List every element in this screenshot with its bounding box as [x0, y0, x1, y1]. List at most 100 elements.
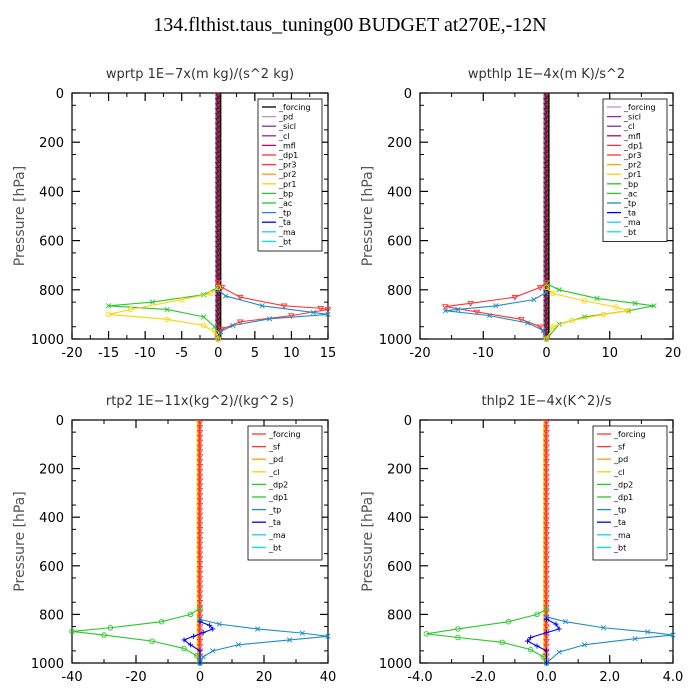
- data-marker: [543, 196, 550, 203]
- data-marker: [543, 103, 550, 109]
- data-marker: [543, 216, 550, 222]
- data-marker: [543, 585, 550, 592]
- legend-label: _tp: [623, 199, 636, 208]
- data-marker: [543, 240, 550, 247]
- data-marker: [196, 546, 204, 553]
- data-marker: [467, 301, 474, 307]
- data-marker: [543, 536, 550, 543]
- data-marker: [214, 186, 222, 193]
- y-tick-label: 400: [39, 511, 64, 526]
- legend-label: _dp1: [278, 151, 298, 160]
- data-marker: [543, 648, 550, 654]
- data-marker: [101, 632, 107, 638]
- data-marker: [196, 609, 204, 616]
- data-marker: [632, 300, 638, 306]
- data-marker: [196, 643, 204, 650]
- data-marker: [158, 618, 165, 625]
- data-marker: [214, 280, 222, 286]
- legend-label: _sf: [613, 443, 625, 452]
- legend-box: [602, 98, 668, 242]
- data-marker: [196, 473, 204, 480]
- data-marker: [543, 304, 550, 311]
- data-marker: [543, 590, 550, 596]
- legend-label: _forcing: [613, 430, 646, 439]
- legend-label: _ma: [268, 531, 286, 540]
- data-marker: [214, 196, 222, 203]
- legend-label: _ta: [278, 218, 291, 227]
- chart-panel: rtp2 1E−11x(kg^2)/(kg^2 s) Pressure [hPa]…: [12, 394, 336, 685]
- data-marker: [216, 621, 222, 627]
- data-marker: [105, 303, 112, 309]
- data-marker: [543, 660, 550, 666]
- data-marker: [562, 619, 569, 625]
- data-marker: [214, 206, 222, 213]
- x-tick-label: 0: [214, 346, 222, 361]
- data-marker: [543, 324, 550, 331]
- x-tick-label: 10: [601, 346, 618, 361]
- data-marker: [214, 127, 222, 134]
- data-marker: [196, 595, 204, 601]
- data-marker: [214, 117, 222, 124]
- data-marker: [600, 625, 607, 631]
- data-marker: [543, 98, 550, 104]
- data-marker: [581, 642, 588, 648]
- data-marker: [214, 108, 222, 114]
- legend-label: _mfl: [623, 132, 641, 141]
- data-marker: [556, 626, 562, 632]
- data-marker: [214, 132, 222, 139]
- data-marker: [540, 654, 547, 660]
- data-marker: [196, 536, 204, 543]
- legend-label: _mfl: [278, 141, 296, 150]
- legend-label: _ta: [268, 518, 281, 527]
- data-marker: [196, 570, 204, 577]
- data-marker: [214, 319, 222, 326]
- data-marker: [543, 541, 550, 548]
- legend-label: _cl: [623, 122, 635, 131]
- y-tick-label: 0: [404, 87, 412, 102]
- legend-label: _pr2: [278, 170, 296, 179]
- data-marker: [127, 306, 134, 313]
- data-marker: [543, 532, 550, 538]
- data-marker: [543, 309, 550, 316]
- data-marker: [214, 275, 222, 281]
- data-marker: [543, 434, 550, 441]
- data-marker: [310, 309, 316, 316]
- data-marker: [543, 630, 550, 636]
- legend-label: _dp1: [623, 141, 643, 150]
- data-marker: [543, 157, 550, 163]
- data-marker: [543, 221, 550, 227]
- legend-label: _pr1: [623, 170, 641, 179]
- data-marker: [286, 637, 293, 643]
- data-marker: [196, 449, 204, 455]
- data-marker: [543, 231, 550, 237]
- data-marker: [196, 459, 204, 465]
- data-marker: [196, 507, 204, 514]
- data-marker: [543, 255, 550, 262]
- data-marker: [543, 137, 550, 144]
- data-marker: [543, 616, 550, 622]
- chart-panel: thlp2 1E−4x(K^2)/s Pressure [hPa] 0 200 400 6…: [360, 394, 683, 685]
- data-marker: [218, 326, 226, 333]
- data-marker: [196, 497, 204, 504]
- legend-label: _ma: [613, 531, 631, 540]
- legend-label: _pr3: [278, 161, 296, 170]
- data-marker: [107, 625, 114, 631]
- data-marker: [543, 181, 550, 188]
- data-marker: [517, 317, 525, 323]
- data-marker: [543, 132, 550, 139]
- data-marker: [536, 285, 544, 291]
- data-marker: [181, 645, 187, 652]
- data-marker: [543, 606, 550, 613]
- x-tick-label: 4.0: [663, 670, 684, 685]
- legend-label: _pd: [613, 455, 628, 464]
- data-marker: [540, 327, 546, 334]
- y-tick-label: 800: [387, 284, 412, 299]
- data-marker: [543, 108, 550, 114]
- x-tick-label: -4.0: [407, 670, 432, 685]
- y-tick-label: 1000: [31, 333, 64, 348]
- data-marker: [236, 294, 244, 301]
- series-line: [217, 282, 329, 340]
- data-marker: [214, 171, 222, 178]
- data-marker: [543, 595, 550, 601]
